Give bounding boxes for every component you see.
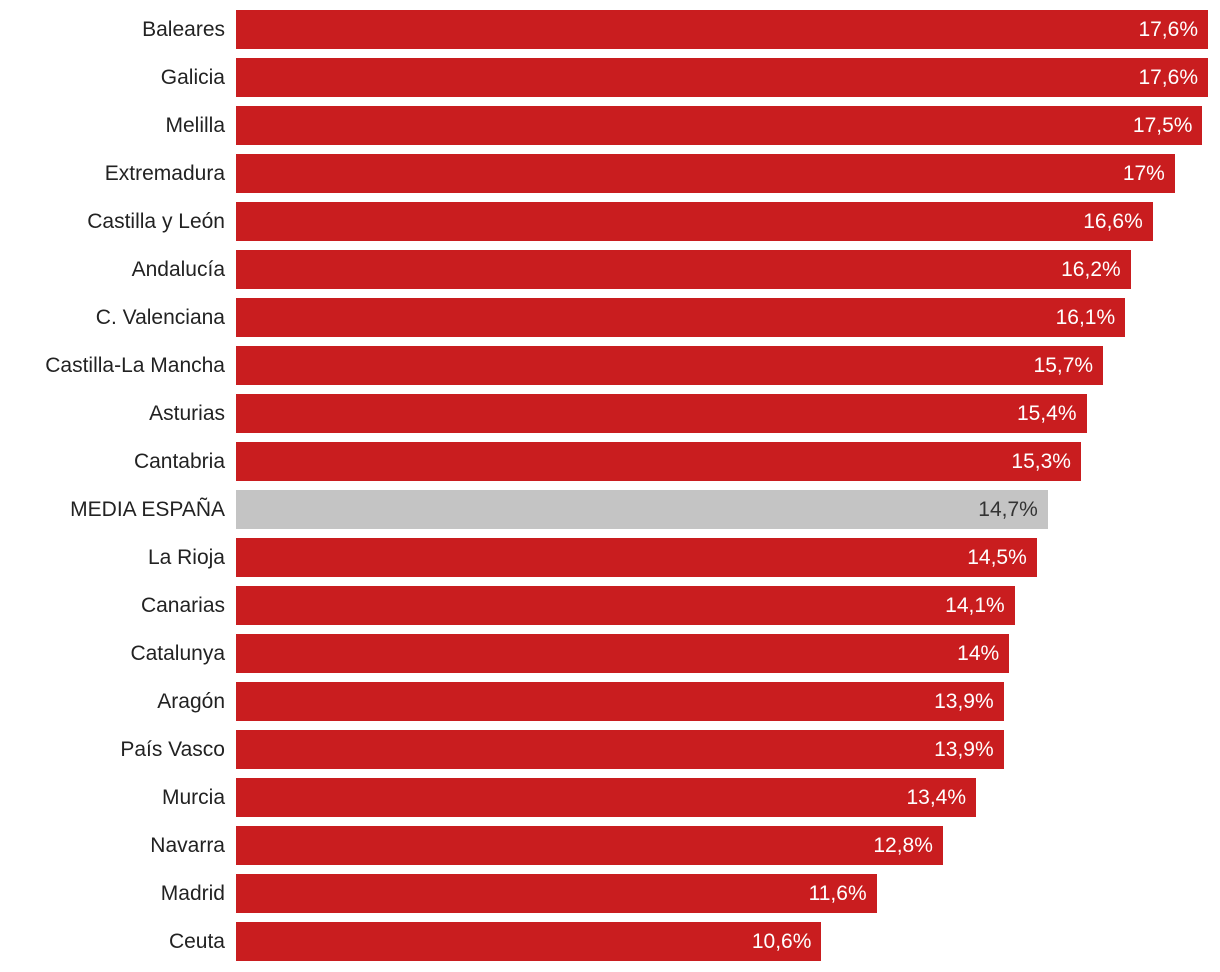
value-label: 14% bbox=[957, 642, 1000, 665]
value-label: 13,9% bbox=[934, 690, 994, 713]
bar: 10,6% bbox=[236, 922, 822, 961]
value-label: 15,3% bbox=[1011, 450, 1071, 473]
category-label: Cantabria bbox=[133, 450, 225, 473]
bar-row: País Vasco 13,9% bbox=[0, 730, 1220, 770]
value-label: 15,7% bbox=[1033, 354, 1094, 377]
bar-row: La Rioja 14,5% bbox=[0, 538, 1220, 578]
bar-row: Navarra 12,8% bbox=[0, 826, 1220, 866]
category-label: País Vasco bbox=[120, 738, 225, 761]
value-label: 13,9% bbox=[934, 738, 994, 761]
bar-row: Baleares 17,6% bbox=[0, 10, 1220, 50]
bar: 14,5% bbox=[236, 538, 1037, 577]
bar-row: Canarias 14,1% bbox=[0, 586, 1220, 626]
bar-row: Aragón 13,9% bbox=[0, 682, 1220, 722]
bar-row: Murcia 13,4% bbox=[0, 778, 1220, 818]
category-label: Navarra bbox=[150, 834, 225, 857]
category-label: Asturias bbox=[149, 402, 225, 425]
bar-row: Extremadura 17% bbox=[0, 154, 1220, 194]
category-label: La Rioja bbox=[147, 546, 225, 569]
bar: 16,2% bbox=[236, 250, 1131, 289]
value-label: 17,5% bbox=[1132, 114, 1193, 137]
category-label: Murcia bbox=[161, 786, 225, 809]
bar-row: C. Valenciana 16,1% bbox=[0, 298, 1220, 338]
bar: 12,8% bbox=[236, 826, 943, 865]
bar-row: Madrid 11,6% bbox=[0, 874, 1220, 914]
value-label: 13,4% bbox=[906, 786, 967, 809]
bar-row: Cantabria 15,3% bbox=[0, 442, 1220, 482]
category-label: Castilla-La Mancha bbox=[45, 354, 225, 377]
bar-row: MEDIA ESPAÑA 14,7% bbox=[0, 490, 1220, 530]
value-label: 16,2% bbox=[1061, 258, 1121, 281]
category-label: Canarias bbox=[140, 594, 225, 617]
value-label: 12,8% bbox=[873, 834, 933, 857]
bar: 16,1% bbox=[236, 298, 1126, 337]
bar: 15,3% bbox=[236, 442, 1081, 481]
bar-row: Ceuta 10,6% bbox=[0, 922, 1220, 962]
bar: 17,6% bbox=[236, 10, 1208, 49]
category-label: Baleares bbox=[142, 18, 225, 41]
category-label: Galicia bbox=[160, 66, 225, 89]
bar-row: Catalunya 14% bbox=[0, 634, 1220, 674]
category-label: Catalunya bbox=[130, 642, 225, 665]
bar: 17% bbox=[236, 154, 1175, 193]
category-label: Aragón bbox=[157, 690, 225, 713]
value-label: 17,6% bbox=[1138, 66, 1198, 89]
category-label: Extremadura bbox=[104, 162, 225, 185]
value-label: 11,6% bbox=[808, 882, 867, 905]
value-label: 10,6% bbox=[751, 930, 812, 953]
bar: 14% bbox=[236, 634, 1010, 673]
value-label: 15,4% bbox=[1016, 402, 1077, 425]
bar-row: Galicia 17,6% bbox=[0, 58, 1220, 98]
bar-row: Melilla 17,5% bbox=[0, 106, 1220, 146]
category-label: Ceuta bbox=[168, 930, 225, 953]
category-label: Andalucía bbox=[131, 258, 225, 281]
category-label: Melilla bbox=[165, 114, 225, 137]
bar: 16,6% bbox=[236, 202, 1153, 241]
bar-row: Asturias 15,4% bbox=[0, 394, 1220, 434]
bar: 15,7% bbox=[236, 346, 1104, 385]
category-label: C. Valenciana bbox=[95, 306, 225, 329]
bar: 14,1% bbox=[236, 586, 1015, 625]
value-label: 14,5% bbox=[967, 546, 1027, 569]
bar: 13,9% bbox=[236, 730, 1004, 769]
value-label: 14,1% bbox=[945, 594, 1005, 617]
value-label: 14,7% bbox=[978, 498, 1038, 521]
bar: 11,6% bbox=[236, 874, 877, 913]
bar-row: Andalucía 16,2% bbox=[0, 250, 1220, 290]
value-label: 16,1% bbox=[1055, 306, 1116, 329]
category-label: Madrid bbox=[160, 882, 225, 905]
value-label: 17% bbox=[1122, 162, 1165, 185]
bar: 13,9% bbox=[236, 682, 1004, 721]
bar: 15,4% bbox=[236, 394, 1087, 433]
average-bar: 14,7% bbox=[236, 490, 1048, 529]
category-label: MEDIA ESPAÑA bbox=[70, 498, 225, 521]
category-label: Castilla y León bbox=[87, 210, 225, 233]
bar: 13,4% bbox=[236, 778, 977, 817]
bar-row: Castilla-La Mancha 15,7% bbox=[0, 346, 1220, 386]
bar-row: Castilla y León 16,6% bbox=[0, 202, 1220, 242]
bar: 17,6% bbox=[236, 58, 1208, 97]
value-label: 16,6% bbox=[1083, 210, 1143, 233]
bar: 17,5% bbox=[236, 106, 1203, 145]
value-label: 17,6% bbox=[1138, 18, 1198, 41]
